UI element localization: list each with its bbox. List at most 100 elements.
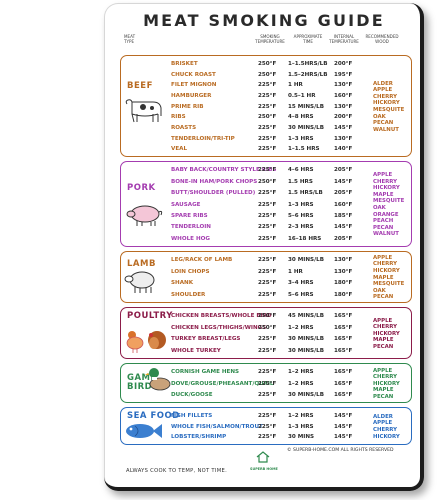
table-row: BRISKET 250°F 1–1.5HRS/LB 200°F [121, 60, 413, 69]
wood-item: MAPLE [373, 274, 394, 281]
approximate-time: 30 MINS/LB [288, 347, 324, 354]
house-logo-icon [256, 451, 270, 463]
approximate-time: 4–8 HRS [288, 114, 314, 121]
table-row: CHUCK ROAST 250°F 1.5–2HRS/LB 195°F [121, 71, 413, 80]
wood-item: APPLE [373, 367, 393, 374]
wood-item: PEACH [373, 218, 394, 225]
wood-item: CHERRY [373, 426, 398, 433]
cut-name: DUCK/GOOSE [171, 391, 213, 398]
table-row: TURKEY BREAST/LEGS 225°F 30 MINS/LB 165°F [121, 335, 413, 344]
approximate-time: 1–3 HRS [288, 423, 314, 430]
internal-temperature: 145°F [334, 423, 353, 430]
smoking-temperature: 225°F [258, 423, 277, 430]
section-name: GAME BIRD [127, 373, 157, 392]
recommended-woods: APPLE CHERRY HICKORY MAPLE MESQUITE OAK ORANGE… [373, 172, 411, 238]
section-game-bird: GAME BIRD CORNISH GAME HENS 225°F 1–2 HRS 16… [120, 363, 412, 403]
approximate-time: 1–1.5 HRS [288, 146, 320, 153]
cut-name: TENDERLOIN [171, 224, 211, 231]
chicken-turkey-icon [123, 326, 167, 358]
wood-item: APPLE [373, 420, 393, 427]
cut-name: CORNISH GAME HENS [171, 369, 240, 376]
wood-item: HICKORY [373, 380, 400, 387]
wood-item: OAK [373, 204, 386, 211]
table-row: FILET MIGNON 225°F 1 HR 130°F [121, 81, 413, 90]
wood-item: WALNUT [373, 231, 399, 238]
approximate-time: 3–4 HRS [288, 280, 314, 287]
approximate-time: 30 MINS/LB [288, 257, 324, 264]
smoking-temperature: 225°F [258, 412, 277, 419]
smoking-temperature: 225°F [258, 92, 277, 99]
internal-temperature: 165°F [334, 369, 353, 376]
internal-temperature: 180°F [334, 291, 353, 298]
column-header-meat-type: MEAT TYPE [124, 34, 136, 44]
approximate-time: 4–6 HRS [288, 167, 314, 174]
internal-temperature: 165°F [334, 313, 353, 320]
internal-temperature: 200°F [334, 60, 353, 67]
internal-temperature: 165°F [334, 391, 353, 398]
column-header-smoking-temperature: SMOKING TEMPERATURE [255, 34, 285, 44]
smoking-temperature: 225°F [258, 291, 277, 298]
approximate-time: 1.5–2HRS/LB [288, 71, 328, 78]
cut-name: VEAL [171, 146, 188, 153]
wood-item: CHERRY [373, 261, 398, 268]
cut-name: BUTT/SHOULDER (PULLED) [171, 190, 256, 197]
table-row: LOBSTER/SHRIMP 225°F 30 MINS 145°F [121, 433, 413, 442]
smoking-temperature: 225°F [258, 167, 277, 174]
table-row: CORNISH GAME HENS 225°F 1–2 HRS 165°F [121, 368, 413, 377]
smoking-temperature: 225°F [258, 124, 277, 131]
internal-temperature: 145°F [334, 434, 353, 441]
approximate-time: 1.5 HRS/LB [288, 190, 323, 197]
recommended-woods: ALDER APPLE CHERRY HICKORY [373, 414, 411, 440]
internal-temperature: 160°F [334, 92, 353, 99]
table-row: BUTT/SHOULDER (PULLED) 225°F 1.5 HRS/LB 205… [121, 189, 413, 198]
table-row: RIBS 250°F 4–8 HRS 200°F [121, 113, 413, 122]
wood-item: HICKORY [373, 330, 400, 337]
approximate-time: 2–3 HRS [288, 224, 314, 231]
approximate-time: 1–2 HRS [288, 369, 314, 376]
section-lamb: LAMB LEG/RACK OF LAMB 225°F 30 MINS/LB 130°F… [120, 251, 412, 303]
table-row: SHOULDER 225°F 5–6 HRS 180°F [121, 291, 413, 300]
cut-name: WHOLE FISH/SALMON/TROUT [171, 423, 263, 430]
smoking-temperature: 250°F [258, 114, 277, 121]
recommended-woods: APPLE CHERRY HICKORY MAPLE PECAN [373, 368, 411, 401]
smoking-temperature: 250°F [258, 313, 277, 320]
internal-temperature: 180°F [334, 280, 353, 287]
internal-temperature: 145°F [334, 224, 353, 231]
wood-item: OAK [373, 113, 386, 120]
approximate-time: 1–3 HRS [288, 201, 314, 208]
table-row: SPARE RIBS 225°F 5–6 HRS 185°F [121, 212, 413, 221]
cut-name: WHOLE HOG [171, 235, 210, 242]
cut-name: LOIN CHOPS [171, 268, 210, 275]
approximate-time: 30 MINS [288, 434, 315, 441]
internal-temperature: 130°F [334, 82, 353, 89]
table-row: TENDERLOIN 225°F 2–3 HRS 145°F [121, 223, 413, 232]
approximate-time: 1–2 HRS [288, 324, 314, 331]
wood-item: PECAN [373, 343, 394, 350]
cut-name: CHUCK ROAST [171, 71, 216, 78]
smoking-temperature: 225°F [258, 257, 277, 264]
cut-name: LOBSTER/SHRIMP [171, 434, 227, 441]
cut-name: SHANK [171, 280, 194, 287]
smoking-temperature: 250°F [258, 60, 277, 67]
wood-item: HICKORY [373, 185, 400, 192]
approximate-time: 0.5–1 HR [288, 92, 316, 99]
section-name: SEA FOOD [127, 411, 180, 421]
footer-rights: © SUPERB-HOME.COM ALL RIGHTS RESERVED [287, 448, 394, 453]
internal-temperature: 160°F [334, 201, 353, 208]
smoking-temperature: 225°F [258, 268, 277, 275]
wood-item: PECAN [373, 224, 394, 231]
internal-temperature: 130°F [334, 135, 353, 142]
internal-temperature: 145°F [334, 178, 353, 185]
table-row: BABY BACK/COUNTRY STYLE RIBS 225°F 4–6 HRS… [121, 166, 413, 175]
wood-item: CHERRY [373, 93, 398, 100]
footer-tagline: ALWAYS COOK TO TEMP, NOT TIME. [126, 468, 228, 474]
cut-name: TURKEY BREAST/LEGS [171, 336, 241, 343]
internal-temperature: 140°F [334, 146, 353, 153]
cut-name: BONE-IN HAM/PORK CHOPS [171, 178, 258, 185]
internal-temperature: 205°F [334, 235, 353, 242]
wood-item: MAPLE [373, 191, 394, 198]
table-row: WHOLE TURKEY 225°F 30 MINS/LB 165°F [121, 347, 413, 356]
section-name: BEEF [127, 81, 153, 91]
section-name: LAMB [127, 259, 156, 269]
cut-name: ROASTS [171, 124, 197, 131]
